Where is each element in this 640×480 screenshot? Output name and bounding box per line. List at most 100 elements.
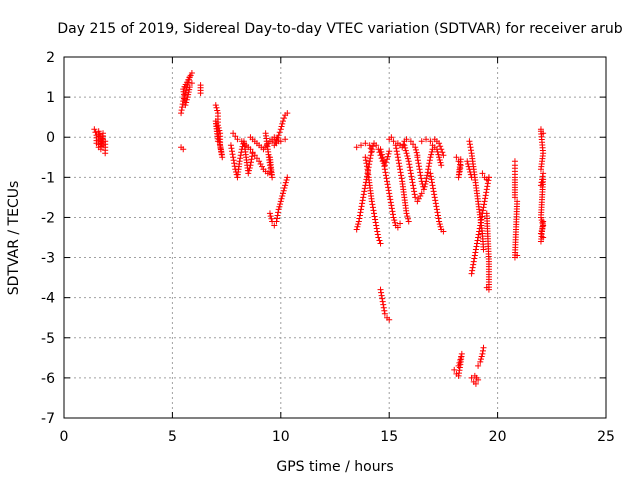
data-point [385,150,392,157]
data-point [374,228,381,235]
data-point [273,140,280,147]
data-point [468,147,475,154]
data-point [385,184,392,191]
data-point [102,150,109,157]
data-point [280,187,287,194]
data-point [275,206,282,213]
data-point [362,154,369,161]
data-point [421,183,428,190]
data-point [230,157,237,164]
data-point [481,201,488,208]
data-point [379,154,386,161]
data-point [467,144,474,151]
data-point [389,211,396,218]
data-point [424,169,431,176]
data-point [212,102,219,109]
data-point [274,212,281,219]
data-point [375,234,382,241]
data-point [422,181,429,188]
data-point [377,146,384,153]
data-point [284,174,291,181]
data-point [412,194,419,201]
data-point [458,350,465,357]
data-point [395,157,402,164]
data-point [432,200,439,207]
data-point [423,136,430,143]
data-point [377,286,384,293]
data-point [279,193,286,200]
data-point [381,166,388,173]
data-point [277,138,284,145]
data-point [247,146,254,153]
data-point [485,174,492,181]
data-point [453,154,460,161]
data-point [386,316,393,323]
data-point [185,91,192,98]
y-tick-label: 2 [46,50,55,66]
data-point [227,142,234,149]
data-point [407,167,414,174]
data-point [412,146,419,153]
chart-title: Day 215 of 2019, Sidereal Day-to-day VTE… [57,21,622,37]
data-point [436,221,443,228]
data-point [383,175,390,182]
data-point [511,194,518,201]
data-point [405,218,412,225]
data-point [410,141,417,148]
data-point [403,150,410,157]
data-point [378,289,385,296]
data-point [394,224,401,231]
data-point [95,128,102,135]
data-point [405,158,412,165]
data-point [380,157,387,164]
data-point [366,142,373,149]
data-point [381,163,388,170]
data-point [362,157,369,164]
data-point [279,118,286,125]
data-point [275,209,282,216]
data-point [245,170,252,177]
data-point [368,148,375,155]
data-point [411,191,418,198]
data-point [377,240,384,247]
data-point [540,218,547,225]
data-point [386,148,393,155]
data-point [388,202,395,209]
data-point [451,366,458,373]
data-point [384,153,391,160]
data-point [477,219,484,226]
data-point [472,249,479,256]
data-point [428,151,435,158]
data-point [482,195,489,202]
x-axis-label: GPS time / hours [276,459,393,475]
data-point [403,210,410,217]
data-point [279,120,286,127]
data-point [456,359,463,366]
data-point [436,154,443,161]
data-point [437,223,444,230]
data-point [396,163,403,170]
data-point [433,206,440,213]
data-point [431,191,438,198]
data-point [433,146,440,153]
data-point [251,152,258,159]
data-points [91,70,547,387]
data-point [436,218,443,225]
data-point [277,198,284,205]
x-tick-label: 5 [168,429,177,445]
data-point [400,141,407,148]
data-point [417,193,424,200]
data-point [481,198,488,205]
grid-lines [64,57,606,418]
data-point [231,160,238,167]
data-point [427,154,434,161]
data-point [457,156,464,163]
data-point [427,173,434,180]
data-point [414,154,421,161]
data-point [387,196,394,203]
data-point [476,225,483,232]
data-point [186,86,193,93]
data-point [428,148,435,155]
data-point [281,115,288,122]
